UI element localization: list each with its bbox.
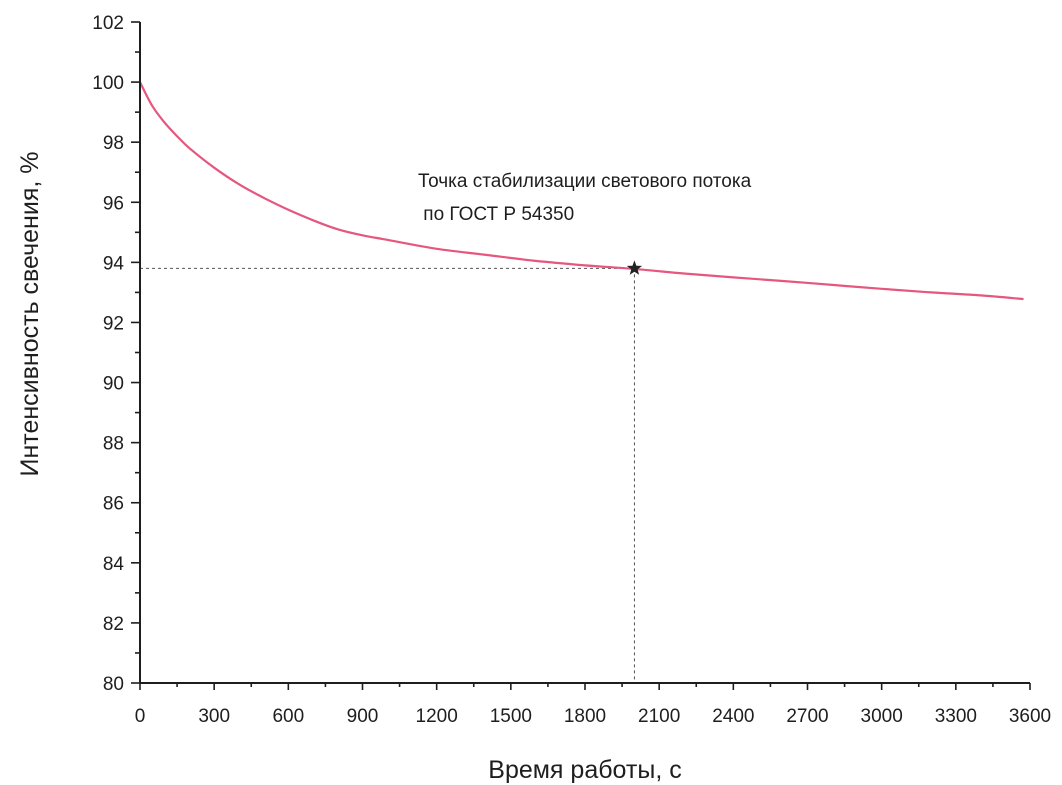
data-series	[138, 81, 1024, 301]
x-tick-label: 2100	[638, 706, 680, 727]
y-tick-label: 94	[103, 253, 125, 274]
y-tick-label: 82	[103, 614, 124, 635]
x-tick-label: 3000	[861, 706, 903, 727]
y-tick-label: 96	[103, 193, 124, 214]
x-tick-label: 1500	[490, 706, 532, 727]
ticks: 0 300 600 900 1200 1500 1800 2100 2400 2700 3000 33…	[92, 13, 1051, 727]
y-tick-label: 88	[103, 434, 124, 455]
x-tick-label: 900	[347, 706, 379, 727]
y-tick-label: 80	[103, 674, 124, 695]
y-tick-label: 84	[103, 554, 125, 575]
x-tick-label: 2400	[712, 706, 754, 727]
annotation-text-line-2: по ГОСТ Р 54350	[418, 204, 574, 225]
y-tick-label: 100	[92, 73, 124, 94]
y-tick-label: 98	[103, 133, 124, 154]
y-tick-label: 92	[103, 313, 124, 334]
x-axis-title: Время работы, с	[488, 756, 681, 784]
guide-lines	[140, 267, 635, 683]
y-tick-label: 102	[92, 13, 124, 34]
x-tick-label: 0	[135, 706, 146, 727]
y-tick-label: 86	[103, 494, 124, 515]
x-tick-label: 300	[198, 706, 230, 727]
x-tick-label: 1200	[416, 706, 458, 727]
x-tick-label: 600	[272, 706, 304, 727]
series-line-0	[138, 81, 1024, 301]
x-tick-label: 1800	[564, 706, 606, 727]
axes	[139, 22, 1030, 684]
annotation-text-line-1: Точка стабилизации светового потока	[418, 171, 752, 192]
annotation: Точка стабилизации светового потока по Г…	[418, 171, 752, 275]
x-tick-label: 3600	[1009, 706, 1051, 727]
x-tick-label: 2700	[786, 706, 828, 727]
y-axis-title: Интенсивность свечения, %	[16, 152, 44, 477]
y-tick-label: 90	[103, 374, 124, 395]
x-tick-label: 3300	[935, 706, 977, 727]
star-marker-icon	[626, 260, 643, 275]
